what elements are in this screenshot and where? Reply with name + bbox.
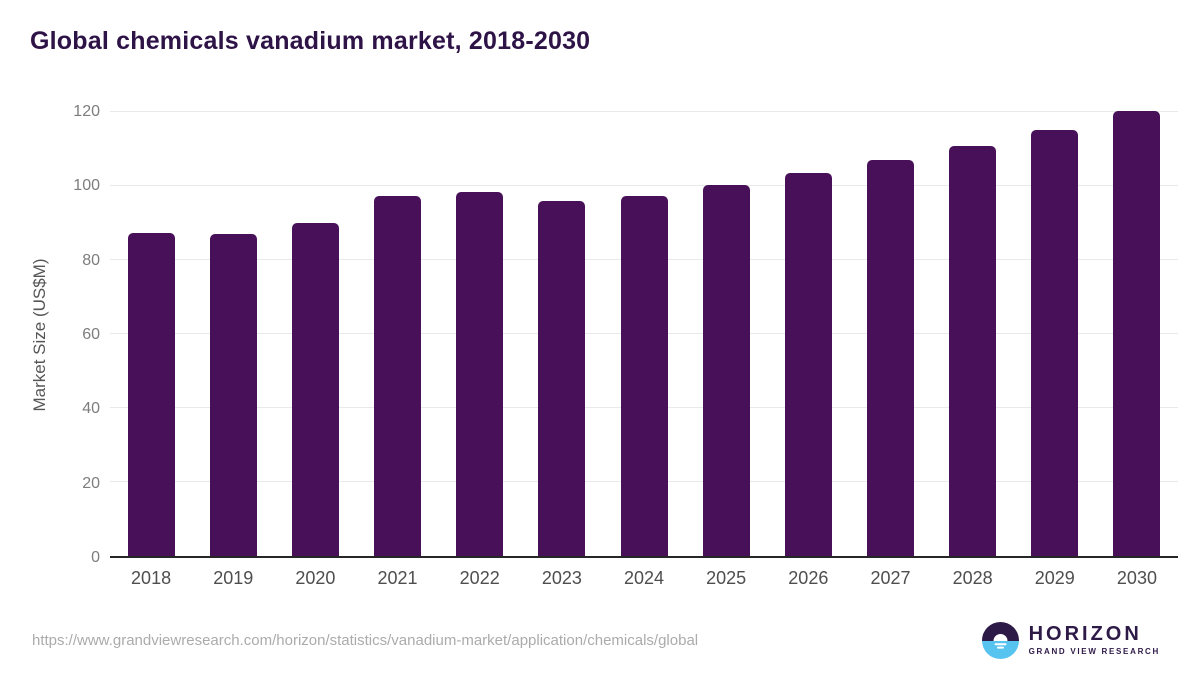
bar-slot-2026 — [767, 112, 849, 556]
y-tick-label-40: 40 — [82, 400, 100, 418]
bar-slot-2020 — [274, 112, 356, 556]
bar-slot-2024 — [603, 112, 685, 556]
x-tick-label-2018: 2018 — [131, 568, 172, 588]
page-title: Global chemicals vanadium market, 2018-2… — [30, 27, 591, 55]
bar-slot-2022 — [439, 112, 521, 556]
bar-slot-2025 — [685, 112, 767, 556]
bar-slot-2027 — [849, 112, 931, 556]
bar-2023 — [538, 200, 586, 556]
y-tick-label-0: 0 — [91, 549, 100, 566]
x-tick-label-2030: 2030 — [1116, 568, 1157, 588]
x-tick-label-2027: 2027 — [870, 568, 911, 588]
x-tick-label-2028: 2028 — [952, 568, 993, 588]
bar-2022 — [456, 192, 504, 556]
bar-slot-2021 — [356, 112, 438, 556]
bar-slot-2029 — [1014, 112, 1096, 556]
x-tick-label-2020: 2020 — [295, 568, 336, 588]
bar-slot-2023 — [521, 112, 603, 556]
bar-2018 — [127, 232, 175, 556]
y-tick-label-120: 120 — [73, 103, 100, 120]
bar-slot-2028 — [932, 112, 1014, 556]
bar-2029 — [1031, 130, 1079, 556]
bar-2020 — [291, 222, 339, 556]
bar-2026 — [784, 173, 832, 556]
horizon-sun-icon — [981, 621, 1019, 659]
brand-name: HORIZON — [1028, 623, 1142, 645]
bar-2025 — [702, 185, 750, 556]
bar-slot-2019 — [192, 112, 274, 556]
bar-2028 — [949, 146, 997, 556]
bar-2019 — [209, 233, 257, 556]
bars-row — [110, 110, 1178, 556]
y-tick-label-100: 100 — [73, 177, 100, 195]
bar-2030 — [1113, 110, 1161, 556]
footer: https://www.grandviewresearch.com/horizo… — [32, 618, 1160, 662]
source-url: https://www.grandviewresearch.com/horizo… — [32, 631, 699, 649]
x-tick-label-2021: 2021 — [377, 568, 418, 588]
bar-2024 — [620, 196, 668, 556]
plot-area — [110, 110, 1178, 558]
x-tick-label-2024: 2024 — [623, 568, 665, 588]
bar-slot-2030 — [1096, 110, 1178, 556]
brand-subtitle: GRAND VIEW RESEARCH — [1028, 647, 1160, 656]
x-axis-labels: 2018 2019 2020 2021 2022 2023 2024 2025 2026 2027… — [110, 568, 1178, 589]
y-tick-label-20: 20 — [82, 474, 100, 492]
gridline-120 — [110, 111, 1178, 112]
x-tick-label-2029: 2029 — [1034, 568, 1075, 588]
horizon-logo: HORIZON GRAND VIEW RESEARCH — [981, 621, 1160, 659]
x-tick-label-2022: 2022 — [459, 568, 500, 588]
x-tick-label-2023: 2023 — [541, 568, 582, 588]
y-tick-label-80: 80 — [82, 251, 100, 269]
x-tick-label-2019: 2019 — [213, 568, 254, 588]
gridline-100 — [110, 185, 1178, 186]
bar-2027 — [866, 160, 914, 556]
x-tick-label-2026: 2026 — [788, 568, 829, 588]
logo-text: HORIZON GRAND VIEW RESEARCH — [1029, 624, 1160, 656]
y-tick-label-60: 60 — [82, 326, 100, 343]
bar-2021 — [374, 195, 422, 556]
x-tick-label-2025: 2025 — [706, 568, 747, 588]
y-axis-ticks: 0 20 40 60 80 100 120 — [40, 103, 100, 566]
bar-slot-2018 — [110, 112, 192, 556]
